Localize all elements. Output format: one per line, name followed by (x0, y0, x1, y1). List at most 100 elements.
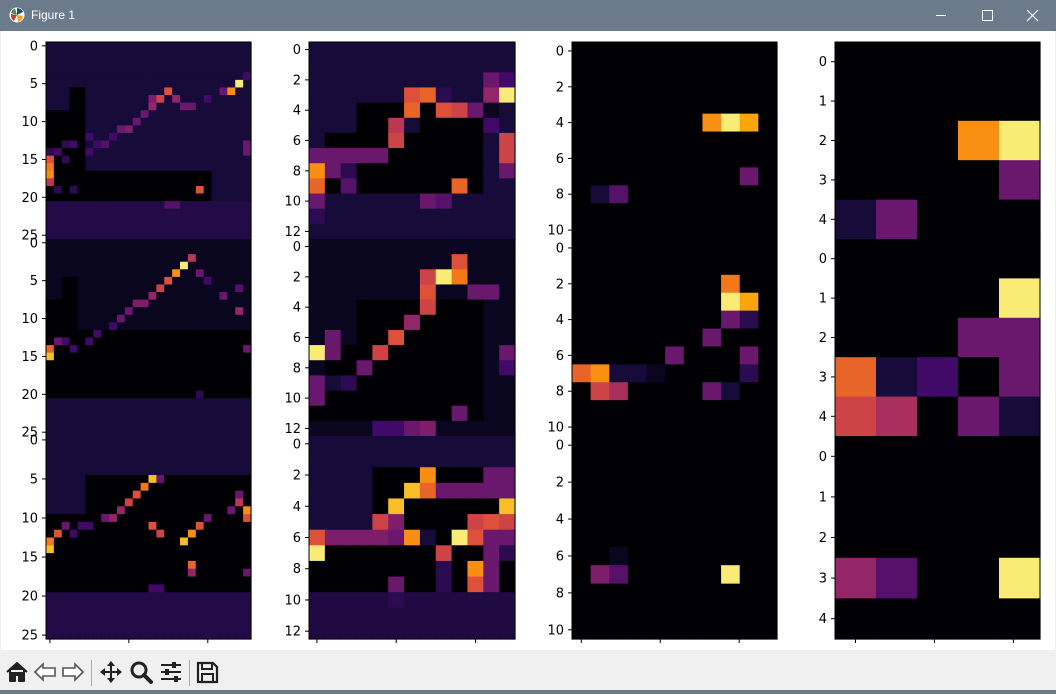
heatmap-cell (646, 472, 666, 492)
heatmap-cell (227, 592, 236, 601)
close-button[interactable] (1010, 0, 1056, 31)
heatmap-cell (140, 514, 150, 523)
heatmap-cell (124, 560, 134, 570)
heatmap-cell (324, 239, 342, 255)
heatmap-cell (309, 560, 326, 578)
heatmap-cell (85, 110, 94, 119)
heatmap-cell (572, 239, 592, 258)
heatmap-cell (77, 231, 87, 240)
heatmap-cell (109, 155, 118, 164)
heatmap-cell (172, 459, 181, 468)
minimize-button[interactable] (918, 0, 964, 31)
heatmap-cell (93, 467, 102, 476)
heatmap-cell (46, 155, 55, 164)
heatmap-cell (140, 607, 150, 617)
heatmap-cell (148, 284, 157, 293)
heatmap-cell (227, 459, 236, 468)
heatmap-cell (61, 64, 71, 73)
heatmap-cell (46, 545, 55, 554)
heatmap-cell (116, 631, 126, 640)
heatmap-cell (235, 117, 244, 126)
heatmap-cell (609, 131, 629, 151)
heatmap-cell (53, 140, 63, 149)
heatmap-cell (219, 292, 228, 301)
heatmap-cell (61, 223, 71, 233)
heatmap-cell (156, 360, 165, 369)
heatmap-cell (101, 599, 110, 609)
heatmap-cell (340, 239, 358, 255)
heatmap-cell (203, 398, 213, 407)
heatmap-cell (646, 602, 666, 622)
heatmap-cell (195, 178, 205, 187)
heatmap-cell (665, 59, 685, 79)
heatmap-cell (683, 602, 704, 622)
heatmap-cell (85, 148, 94, 157)
heatmap-cell (156, 231, 165, 240)
heatmap-cell (309, 467, 326, 484)
heatmap-cell (372, 451, 389, 468)
heatmap-cell (164, 360, 173, 369)
heatmap-cell (451, 360, 469, 376)
heatmap-cell (85, 178, 94, 187)
heatmap-cell (356, 451, 373, 468)
heatmap-cell (999, 160, 1041, 201)
heatmap-cell (187, 521, 197, 531)
heatmap-cell (156, 560, 165, 570)
heatmap-cell (93, 125, 102, 134)
heatmap-cell (243, 95, 252, 104)
heatmap-cell (203, 529, 213, 539)
back-button[interactable] (30, 657, 60, 687)
heatmap-cell (590, 546, 610, 566)
heatmap-cell (172, 568, 181, 578)
heatmap-cell (219, 193, 228, 202)
heatmap-cell (243, 185, 252, 195)
heatmap-cell (219, 261, 228, 270)
heatmap-cell (227, 201, 236, 210)
heatmap-cell (572, 565, 592, 585)
heatmap-cell (590, 95, 610, 115)
heatmap-cell (85, 451, 94, 461)
pan-button[interactable] (96, 657, 126, 687)
heatmap-cell (164, 560, 173, 570)
forward-button[interactable] (58, 657, 88, 687)
heatmap-cell (101, 322, 110, 331)
figure-canvas[interactable]: 0 5 10 15 20 25 0 5 10 15 20 25 0 5 10 15 20 25 0 2 4 6 8 10 12 0… (1, 31, 1055, 650)
heatmap-cell (203, 506, 213, 515)
heatmap-cell (85, 239, 94, 248)
configure-subplots-button[interactable] (156, 657, 186, 687)
save-button[interactable] (192, 657, 222, 687)
heatmap-cell (499, 254, 516, 270)
heatmap-cell (665, 185, 685, 204)
heatmap-cell (917, 436, 959, 478)
heatmap-cell (187, 467, 197, 476)
heatmap-cell (172, 436, 181, 445)
heatmap-cell (140, 537, 150, 546)
heatmap-cell (243, 269, 252, 278)
heatmap-cell (53, 322, 63, 331)
heatmap-cell (61, 254, 71, 263)
heatmap-cell (917, 199, 959, 240)
heatmap-cell (211, 360, 221, 369)
home-button[interactable] (2, 657, 32, 687)
heatmap-cell (702, 364, 722, 383)
heatmap-cell (609, 185, 629, 204)
heatmap-cell (148, 560, 157, 570)
zoom-button[interactable] (126, 657, 156, 687)
heatmap-cell (187, 95, 197, 104)
heatmap-cell (187, 599, 197, 609)
heatmap-cell (180, 467, 189, 476)
heatmap-cell (243, 193, 252, 202)
heatmap-cell (758, 382, 778, 401)
y-tick-label: 10 (21, 312, 38, 327)
heatmap-cell (148, 102, 157, 111)
heatmap-cell (721, 77, 741, 97)
heatmap-cell (721, 382, 741, 401)
maximize-button[interactable] (964, 0, 1010, 31)
heatmap-cell (77, 623, 87, 632)
heatmap-cell (243, 216, 252, 225)
heatmap-cell (172, 193, 181, 202)
heatmap-cell (211, 140, 221, 149)
heatmap-cell (627, 583, 648, 603)
heatmap-cell (483, 314, 500, 331)
heatmap-cell (124, 216, 134, 225)
